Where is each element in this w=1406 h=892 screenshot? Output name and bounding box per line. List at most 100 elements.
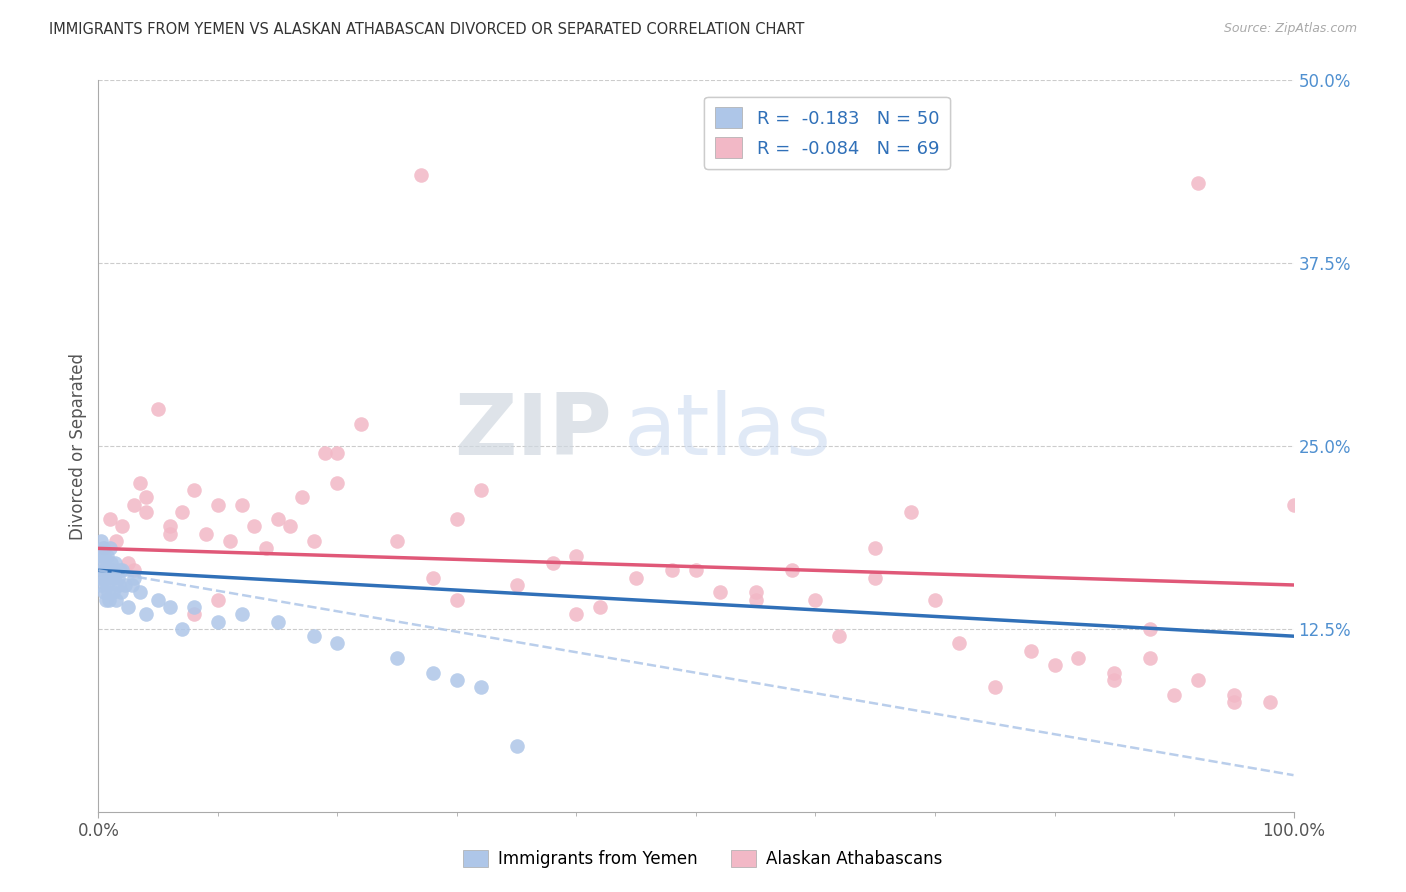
Point bbox=[315, 446, 337, 460]
Point bbox=[108, 563, 131, 577]
Point bbox=[91, 563, 114, 577]
Point bbox=[105, 534, 128, 549]
Point bbox=[97, 585, 120, 599]
Point bbox=[183, 483, 205, 497]
Point bbox=[207, 615, 229, 629]
Point bbox=[565, 607, 588, 622]
Point bbox=[96, 563, 118, 577]
Point bbox=[117, 556, 139, 570]
Point bbox=[589, 599, 612, 614]
Text: Source: ZipAtlas.com: Source: ZipAtlas.com bbox=[1223, 22, 1357, 36]
Point bbox=[924, 592, 946, 607]
Point bbox=[1067, 651, 1090, 665]
Point bbox=[183, 599, 205, 614]
Text: IMMIGRANTS FROM YEMEN VS ALASKAN ATHABASCAN DIVORCED OR SEPARATED CORRELATION CH: IMMIGRANTS FROM YEMEN VS ALASKAN ATHABAS… bbox=[49, 22, 804, 37]
Point bbox=[207, 592, 229, 607]
Point bbox=[302, 534, 325, 549]
Point bbox=[231, 498, 253, 512]
Point bbox=[135, 505, 157, 519]
Point bbox=[1223, 695, 1246, 709]
Point bbox=[90, 578, 112, 592]
Point bbox=[267, 615, 290, 629]
Point bbox=[984, 681, 1007, 695]
Point bbox=[89, 571, 111, 585]
Point bbox=[107, 571, 129, 585]
Point bbox=[231, 607, 253, 622]
Point bbox=[422, 665, 444, 680]
Point bbox=[135, 607, 157, 622]
Point bbox=[685, 563, 707, 577]
Point bbox=[111, 519, 134, 533]
Point bbox=[94, 571, 117, 585]
Point bbox=[172, 505, 194, 519]
Point bbox=[98, 592, 121, 607]
Point bbox=[385, 534, 409, 549]
Point bbox=[219, 534, 242, 549]
Point bbox=[1139, 622, 1161, 636]
Point bbox=[709, 585, 731, 599]
Point bbox=[828, 629, 851, 643]
Point bbox=[1163, 688, 1185, 702]
Point bbox=[121, 578, 143, 592]
Point bbox=[159, 519, 181, 533]
Point bbox=[172, 622, 194, 636]
Point bbox=[804, 592, 827, 607]
Point bbox=[124, 563, 146, 577]
Point bbox=[278, 519, 301, 533]
Text: atlas: atlas bbox=[624, 390, 832, 473]
Point bbox=[96, 578, 118, 592]
Point bbox=[350, 417, 373, 431]
Point bbox=[267, 512, 290, 526]
Point bbox=[93, 585, 115, 599]
Point bbox=[745, 585, 768, 599]
Point bbox=[1019, 644, 1042, 658]
Point bbox=[183, 607, 205, 622]
Point bbox=[159, 526, 181, 541]
Point bbox=[1282, 498, 1305, 512]
Point bbox=[254, 541, 277, 556]
Point bbox=[110, 585, 132, 599]
Point bbox=[93, 541, 115, 556]
Point bbox=[98, 541, 122, 556]
Point bbox=[541, 556, 564, 570]
Point bbox=[326, 475, 349, 490]
Point bbox=[1223, 688, 1246, 702]
Point bbox=[105, 592, 128, 607]
Point bbox=[745, 592, 768, 607]
Point bbox=[326, 446, 349, 460]
Point bbox=[948, 636, 970, 650]
Point bbox=[422, 571, 444, 585]
Point bbox=[865, 541, 887, 556]
Point bbox=[129, 585, 152, 599]
Point bbox=[207, 498, 229, 512]
Point bbox=[103, 571, 125, 585]
Point bbox=[506, 739, 529, 753]
Text: ZIP: ZIP bbox=[454, 390, 613, 473]
Point bbox=[129, 475, 152, 490]
Point bbox=[124, 571, 146, 585]
Point bbox=[626, 571, 648, 585]
Point bbox=[661, 563, 683, 577]
Point bbox=[291, 490, 314, 504]
Point bbox=[98, 563, 121, 577]
Point bbox=[302, 629, 325, 643]
Point bbox=[411, 169, 433, 183]
Point bbox=[124, 498, 146, 512]
Point bbox=[195, 526, 218, 541]
Point bbox=[107, 578, 129, 592]
Point bbox=[97, 571, 120, 585]
Legend: R =  -0.183   N = 50, R =  -0.084   N = 69: R = -0.183 N = 50, R = -0.084 N = 69 bbox=[704, 96, 950, 169]
Point bbox=[148, 592, 170, 607]
Legend: Immigrants from Yemen, Alaskan Athabascans: Immigrants from Yemen, Alaskan Athabasca… bbox=[457, 843, 949, 875]
Point bbox=[1104, 665, 1126, 680]
Point bbox=[114, 578, 136, 592]
Point bbox=[100, 563, 122, 577]
Point bbox=[135, 490, 157, 504]
Point bbox=[101, 585, 124, 599]
Point bbox=[1187, 673, 1209, 687]
Point bbox=[326, 636, 349, 650]
Point bbox=[780, 563, 803, 577]
Point bbox=[91, 541, 114, 556]
Point bbox=[117, 599, 139, 614]
Point bbox=[93, 549, 115, 563]
